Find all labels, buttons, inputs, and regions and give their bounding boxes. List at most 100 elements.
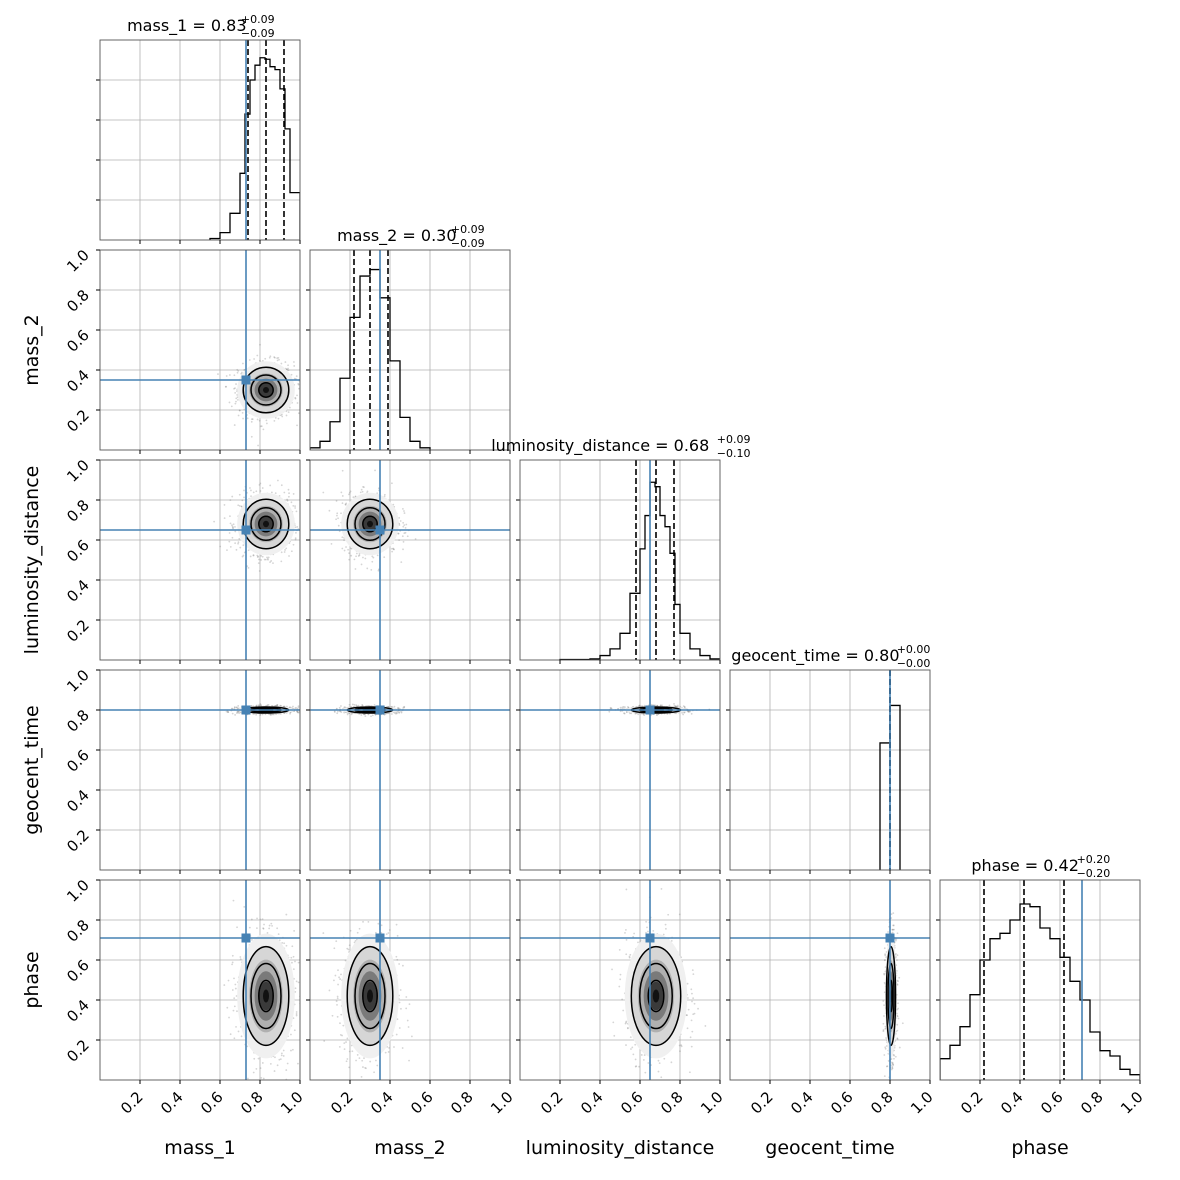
sample-point — [233, 706, 236, 709]
sample-point — [249, 555, 252, 558]
sample-point — [359, 491, 362, 494]
sample-point — [341, 502, 344, 505]
sample-point — [336, 712, 339, 715]
sample-point — [253, 358, 256, 360]
sample-point — [289, 712, 291, 715]
sample-point — [234, 714, 236, 716]
sample-point — [250, 495, 252, 497]
sample-point — [258, 704, 261, 707]
marginal-title-minus: −0.09 — [241, 27, 275, 40]
sample-point — [687, 710, 690, 713]
sample-point — [355, 704, 358, 707]
sample-point — [339, 710, 342, 713]
panel-luminosity_distance-geocent_time — [516, 669, 721, 874]
sample-point — [264, 558, 267, 561]
contour-1 — [250, 374, 282, 406]
sample-point — [287, 495, 290, 498]
sample-point — [287, 364, 289, 367]
panel-content — [310, 250, 510, 450]
panel-content — [310, 670, 510, 870]
sample-point — [241, 499, 244, 502]
sample-point — [234, 542, 237, 545]
sample-point — [252, 554, 255, 557]
histogram-luminosity_distance — [559, 481, 720, 660]
sample-point — [391, 550, 394, 553]
sample-point — [227, 710, 229, 713]
sample-point — [402, 525, 405, 528]
sample-point — [393, 705, 396, 708]
sample-point — [285, 547, 288, 550]
contour-2 — [346, 498, 394, 550]
sample-point — [269, 713, 272, 716]
sample-point — [243, 496, 245, 499]
sample-point — [304, 555, 306, 557]
sample-point — [240, 505, 243, 508]
sample-point — [354, 568, 357, 570]
panel-content — [100, 40, 300, 240]
sample-point — [260, 425, 263, 428]
sample-point — [286, 499, 289, 502]
sample-point — [393, 712, 396, 714]
sample-point — [235, 706, 238, 709]
sample-point — [352, 496, 355, 499]
histogram-mass_1 — [209, 57, 300, 240]
sample-point — [229, 522, 232, 525]
sample-point — [233, 424, 236, 426]
sample-point — [238, 409, 241, 412]
sample-point — [243, 551, 246, 554]
sample-point — [341, 495, 344, 497]
sample-point — [255, 713, 258, 716]
sample-point — [226, 549, 228, 552]
sample-point — [632, 705, 634, 708]
sample-point — [349, 490, 352, 493]
sample-point — [237, 710, 239, 713]
sample-point — [398, 711, 400, 714]
sample-point — [246, 417, 249, 420]
sample-point — [367, 713, 370, 716]
sample-point — [344, 503, 347, 506]
sample-point — [397, 706, 399, 709]
sample-point — [303, 528, 305, 530]
sample-point — [292, 493, 295, 495]
sample-point — [267, 704, 270, 706]
sample-point — [236, 707, 239, 710]
sample-point — [287, 367, 289, 370]
sample-point — [343, 711, 346, 714]
sample-point — [341, 536, 344, 539]
sample-point — [237, 370, 240, 372]
sample-point — [292, 543, 295, 546]
sample-point — [266, 422, 268, 425]
sample-point — [276, 359, 279, 362]
sample-point — [294, 526, 297, 529]
sample-point — [284, 361, 287, 363]
y-tick-label: 0.6 — [63, 326, 93, 356]
sample-point — [273, 356, 276, 359]
sample-point — [275, 713, 277, 716]
sample-point — [277, 417, 280, 420]
sample-point — [355, 552, 358, 555]
sample-point — [271, 713, 274, 716]
sample-point — [287, 369, 290, 372]
sample-point — [237, 705, 240, 707]
sample-point — [338, 706, 341, 709]
sample-point — [227, 711, 229, 714]
sample-point — [403, 512, 406, 514]
sample-point — [376, 554, 379, 557]
sample-point — [295, 375, 298, 378]
sample-point — [292, 705, 294, 708]
sample-point — [235, 400, 237, 403]
sample-point — [235, 383, 237, 385]
sample-point — [242, 417, 244, 420]
sample-point — [357, 555, 360, 557]
sample-point — [263, 558, 266, 561]
sample-point — [348, 493, 350, 496]
sample-point — [344, 503, 347, 506]
sample-point — [232, 527, 234, 530]
sample-point — [328, 509, 331, 512]
y-tick-label: 0.8 — [63, 706, 93, 736]
sample-point — [349, 547, 352, 550]
marginal-title-minus: −0.10 — [717, 447, 751, 460]
sample-point — [405, 523, 408, 526]
y-tick-label: 0.8 — [63, 496, 93, 526]
